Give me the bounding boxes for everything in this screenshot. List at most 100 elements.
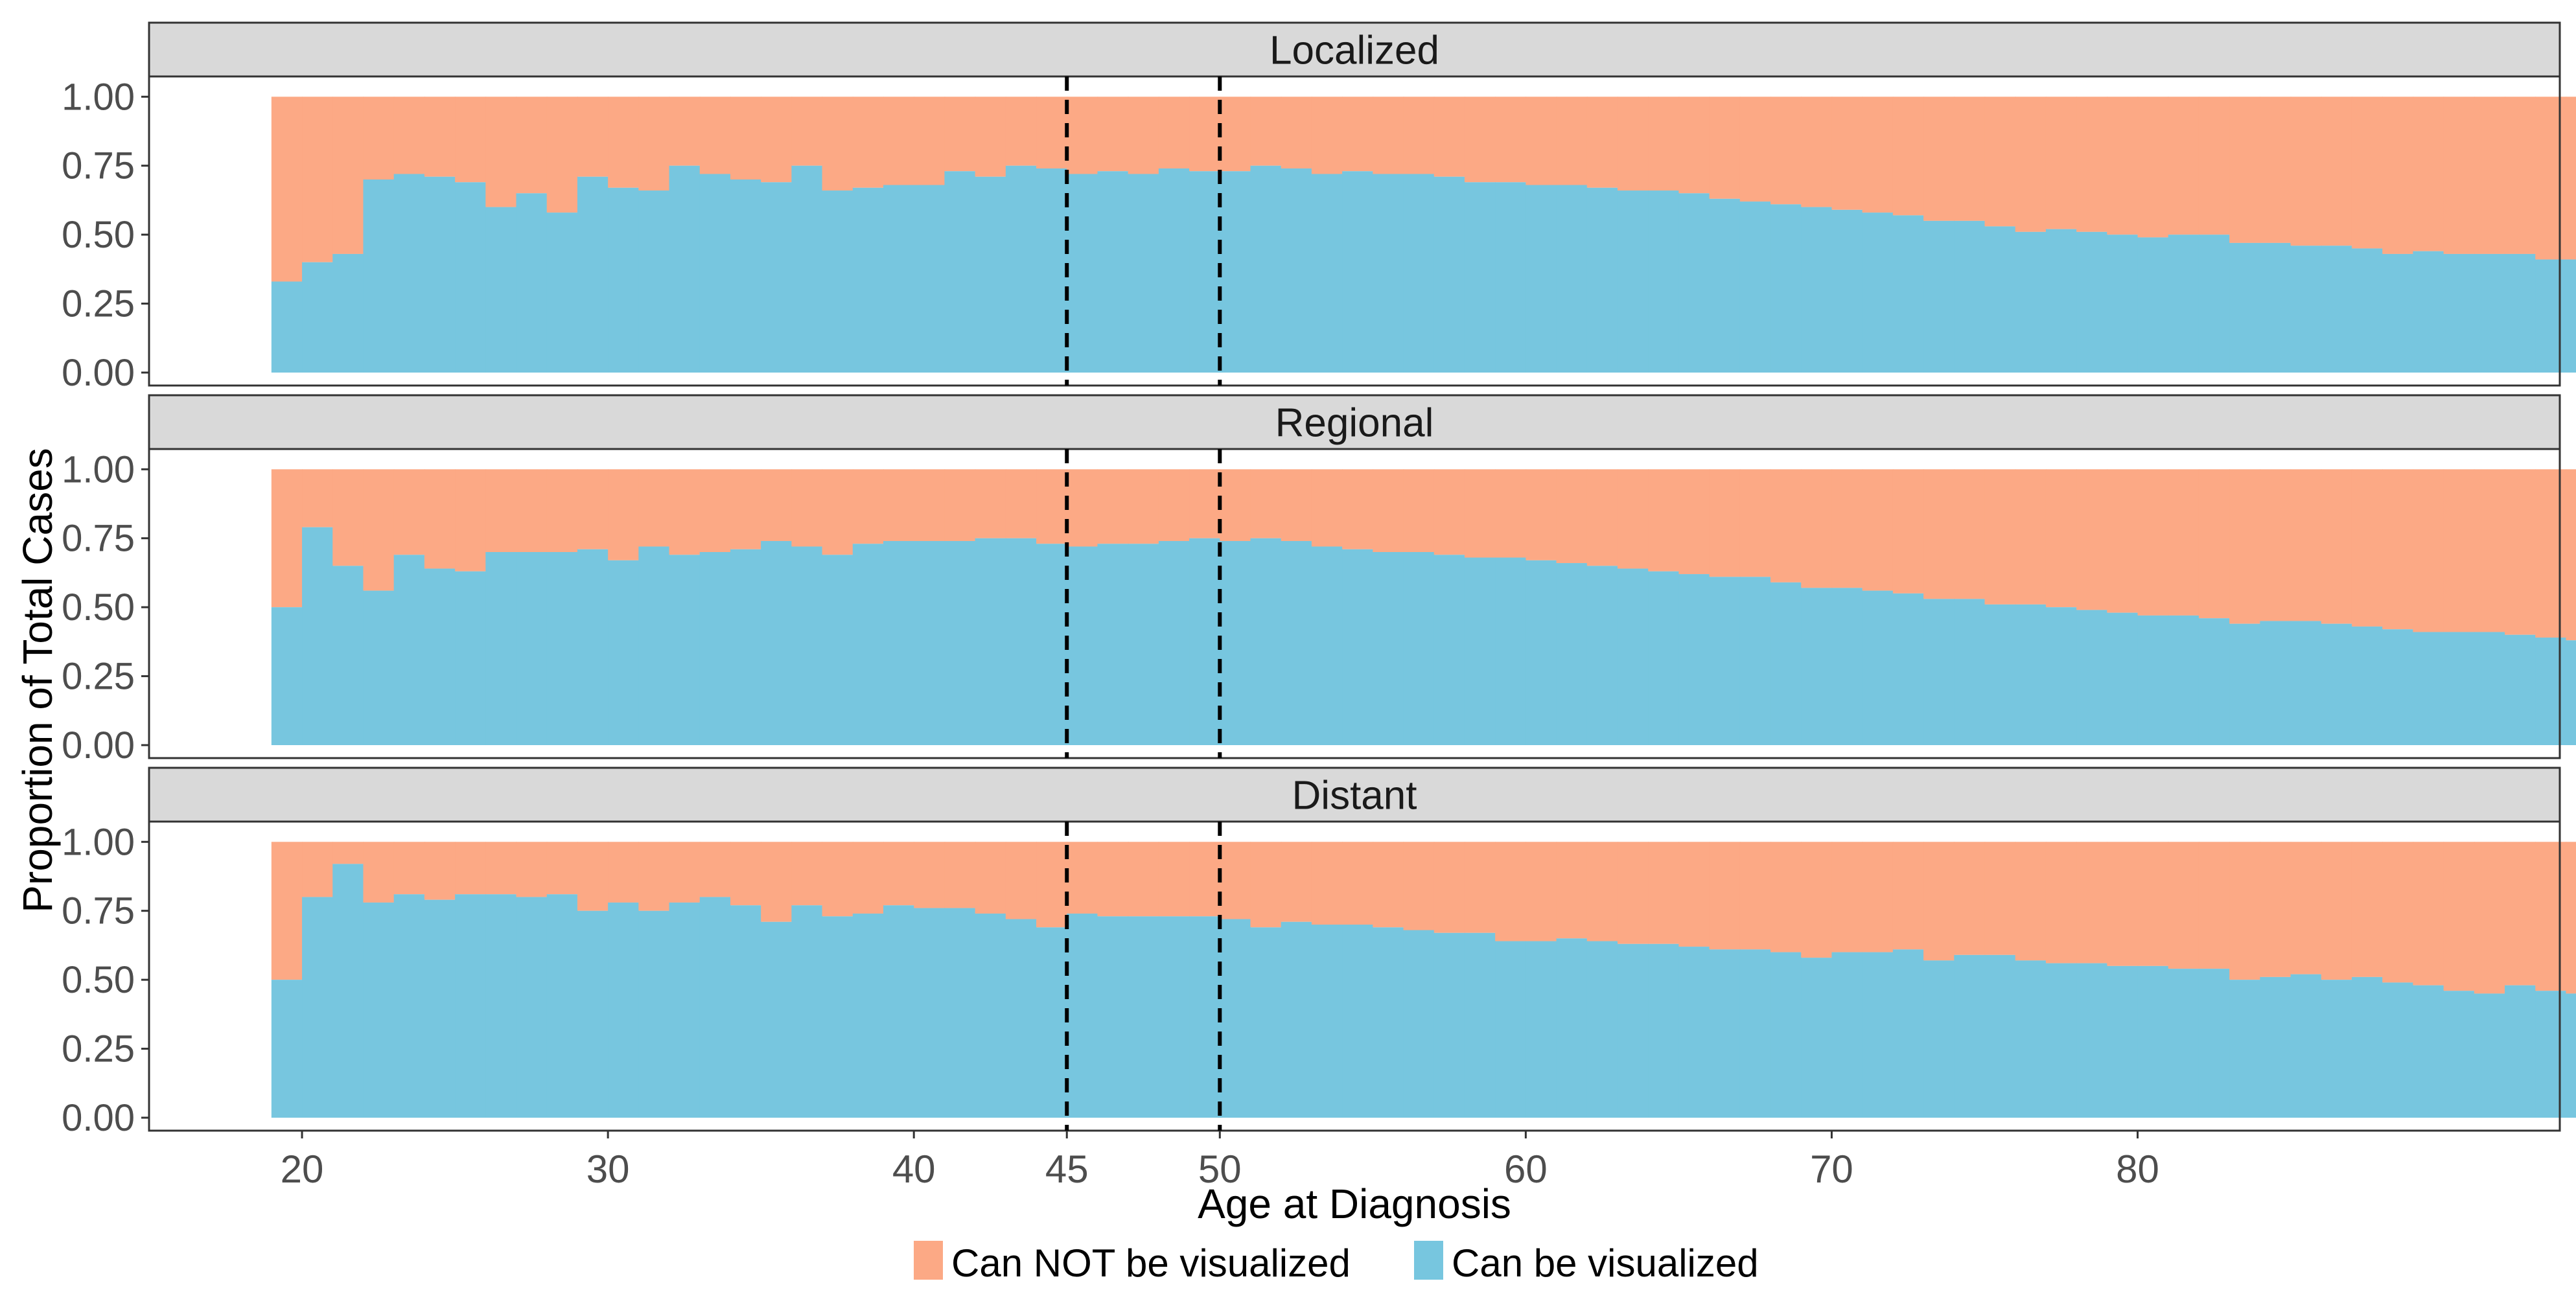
bar-visualized xyxy=(455,894,487,1118)
bar-not-visualized xyxy=(546,469,578,552)
bar-visualized xyxy=(883,905,915,1118)
bar-not-visualized xyxy=(608,842,640,903)
legend-swatch-visualized xyxy=(1414,1241,1443,1280)
bar-series xyxy=(271,469,2576,745)
bar-visualized xyxy=(2290,621,2322,745)
bar-visualized xyxy=(944,540,976,745)
y-tick-label: 0.75 xyxy=(62,518,135,560)
bar-not-visualized xyxy=(2260,842,2292,977)
bar-visualized xyxy=(944,908,976,1118)
bar-not-visualized xyxy=(2137,469,2169,616)
bar-not-visualized xyxy=(1770,469,1802,582)
bar-visualized xyxy=(1128,544,1159,745)
bar-visualized xyxy=(1342,925,1374,1118)
bar-not-visualized xyxy=(1036,469,1068,544)
bar-not-visualized xyxy=(914,97,946,185)
bar-visualized xyxy=(1678,193,1710,373)
bar-not-visualized xyxy=(1954,842,1986,955)
bar-not-visualized xyxy=(2382,97,2414,254)
bar-visualized xyxy=(271,607,303,745)
bar-not-visualized xyxy=(485,842,517,895)
bar-visualized xyxy=(393,174,425,373)
bar-not-visualized xyxy=(1128,469,1159,544)
bar-not-visualized xyxy=(1892,469,1924,594)
bar-not-visualized xyxy=(1892,842,1924,950)
bar-visualized xyxy=(1433,555,1465,745)
bar-visualized xyxy=(2076,610,2108,745)
bar-visualized xyxy=(1984,604,2016,745)
bar-visualized xyxy=(577,549,609,745)
bar-visualized xyxy=(1311,174,1343,373)
bar-visualized xyxy=(638,190,670,373)
bar-visualized xyxy=(1648,943,1680,1118)
bar-not-visualized xyxy=(2566,469,2576,641)
bar-visualized xyxy=(1373,927,1404,1118)
bar-visualized xyxy=(1128,916,1159,1118)
bar-not-visualized xyxy=(546,97,578,213)
bar-visualized xyxy=(2229,242,2261,373)
bar-visualized xyxy=(608,560,640,745)
bar-not-visualized xyxy=(2535,842,2567,991)
y-tick-label: 0.25 xyxy=(62,283,135,325)
bar-not-visualized xyxy=(2351,842,2383,977)
bar-visualized xyxy=(1984,954,2016,1118)
bar-not-visualized xyxy=(2351,97,2383,249)
bar-not-visualized xyxy=(2535,97,2567,260)
bar-not-visualized xyxy=(1250,842,1282,928)
bar-not-visualized xyxy=(1220,842,1251,919)
bar-not-visualized xyxy=(546,842,578,895)
bar-not-visualized xyxy=(2045,469,2077,608)
bar-visualized xyxy=(2351,248,2383,373)
bar-visualized xyxy=(2260,242,2292,373)
panel-strip xyxy=(148,767,2561,823)
bar-visualized xyxy=(883,540,915,745)
bar-visualized xyxy=(485,207,517,373)
bar-visualized xyxy=(577,176,609,373)
bar-visualized xyxy=(1281,168,1312,373)
bar-not-visualized xyxy=(1678,469,1710,575)
bar-not-visualized xyxy=(2107,842,2139,966)
bar-visualized xyxy=(1892,949,1924,1118)
y-axis: 0.00 0.25 0.50 0.75 1.00 xyxy=(62,821,149,1139)
bar-not-visualized xyxy=(2566,842,2576,994)
bar-visualized xyxy=(1923,960,1955,1118)
bar-visualized xyxy=(1281,540,1312,745)
y-tick-label: 0.50 xyxy=(62,214,135,256)
panel-distant: Distant 0.00 0.25 0.50 0.75 1.00 xyxy=(62,767,2576,1139)
bar-visualized xyxy=(669,165,701,373)
bar-not-visualized xyxy=(1984,97,2016,227)
bar-not-visualized xyxy=(1250,469,1282,538)
bar-not-visualized xyxy=(1862,842,1894,952)
bar-visualized xyxy=(1189,171,1221,373)
bar-visualized xyxy=(1526,185,1557,373)
bar-not-visualized xyxy=(485,97,517,207)
bar-visualized xyxy=(638,910,670,1118)
bar-not-visualized xyxy=(1464,842,1496,933)
bar-not-visualized xyxy=(1464,97,1496,183)
bar-visualized xyxy=(1586,941,1618,1118)
bar-visualized xyxy=(699,174,731,373)
bar-visualized xyxy=(1556,563,1588,745)
bar-not-visualized xyxy=(2137,842,2169,966)
bar-visualized xyxy=(2443,253,2475,373)
bar-not-visualized xyxy=(1158,97,1190,168)
bar-not-visualized xyxy=(363,97,395,179)
bar-visualized xyxy=(1831,209,1863,373)
bar-visualized xyxy=(2351,626,2383,745)
bar-visualized xyxy=(2168,969,2199,1118)
bar-visualized xyxy=(1617,943,1649,1118)
bar-not-visualized xyxy=(2413,97,2444,251)
y-tick-label: 1.00 xyxy=(62,76,135,118)
bar-visualized xyxy=(1678,947,1710,1118)
bar-not-visualized xyxy=(1862,469,1894,591)
bar-not-visualized xyxy=(516,97,548,194)
y-tick-label: 0.00 xyxy=(62,724,135,767)
legend: Can NOT be visualized Can be visualized xyxy=(914,1241,1759,1285)
bar-visualized xyxy=(699,552,731,745)
bar-not-visualized xyxy=(577,469,609,549)
bar-not-visualized xyxy=(883,97,915,185)
bar-visualized xyxy=(761,921,793,1118)
x-tick-label: 50 xyxy=(1198,1147,1242,1191)
bar-visualized xyxy=(1526,941,1557,1118)
bar-visualized xyxy=(1311,546,1343,745)
